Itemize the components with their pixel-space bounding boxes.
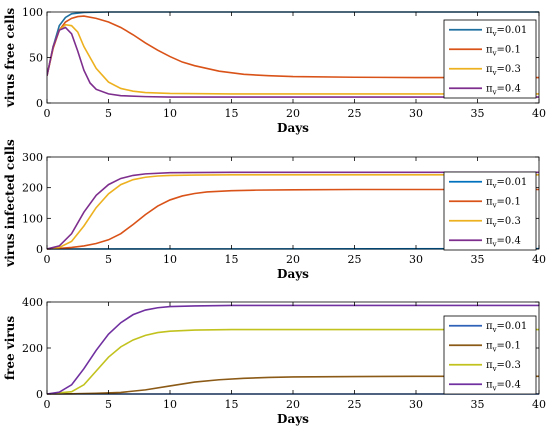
series-line-2 — [47, 188, 539, 250]
x-tick-label: 15 — [225, 107, 239, 120]
x-axis-label: Days — [277, 121, 309, 135]
legend-box — [443, 171, 537, 251]
x-tick-label: 30 — [409, 107, 423, 120]
y-axis-label: free virus — [3, 316, 17, 381]
series-line-4 — [47, 26, 539, 98]
x-tick-label: 25 — [348, 398, 362, 411]
series-line-3 — [47, 173, 539, 250]
x-tick-label: 40 — [532, 253, 546, 266]
legend: πv=0.01 πv=0.1 πv=0.3 πv=0.4 — [443, 171, 537, 251]
x-tick-label: 0 — [44, 253, 51, 266]
chart-panel-2: 0 5 10 15 20 25 30 35 40 0 100 200 300 Days virus infe… — [3, 139, 546, 281]
x-tick-label: 0 — [44, 107, 51, 120]
series-line-4 — [47, 171, 539, 250]
legend-label: πv=0.3 — [486, 64, 521, 77]
x-tick-label: 20 — [286, 398, 300, 411]
y-tick-label: 100 — [22, 212, 43, 225]
x-tick-label: 10 — [163, 107, 177, 120]
x-tick-label: 5 — [105, 253, 112, 266]
legend-label: πv=0.1 — [486, 44, 521, 57]
legend-label: πv=0.1 — [486, 196, 521, 209]
x-tick-label: 20 — [286, 253, 300, 266]
x-tick-label: 15 — [225, 253, 239, 266]
y-tick-label: 0 — [36, 97, 43, 110]
y-tick-label: 400 — [22, 296, 43, 309]
legend-label: πv=0.4 — [486, 379, 521, 392]
legend-label: πv=0.3 — [486, 216, 521, 229]
x-axis-label: Days — [277, 412, 309, 426]
x-tick-label: 30 — [409, 253, 423, 266]
x-tick-label: 0 — [44, 398, 51, 411]
x-tick-label: 10 — [163, 253, 177, 266]
legend-label: πv=0.4 — [486, 83, 521, 96]
x-tick-label: 25 — [348, 107, 362, 120]
x-tick-label: 35 — [471, 398, 485, 411]
series-line-4 — [47, 304, 539, 395]
x-tick-label: 35 — [471, 107, 485, 120]
chart-panel-1: 0 5 10 15 20 25 30 35 40 0 50 100 Days virus free cel… — [3, 6, 546, 135]
x-tick-label: 30 — [409, 398, 423, 411]
legend-label: πv=0.3 — [486, 360, 521, 373]
y-tick-label: 200 — [22, 342, 43, 355]
y-tick-label: 100 — [22, 6, 43, 19]
series-line-3 — [47, 23, 539, 95]
series-line-2 — [47, 15, 539, 79]
series-line-3 — [47, 328, 539, 395]
legend: πv=0.01 πv=0.1 πv=0.3 πv=0.4 — [443, 19, 537, 99]
y-tick-label: 0 — [36, 243, 43, 256]
x-tick-label: 40 — [532, 107, 546, 120]
y-axis-label: virus infected cells — [3, 139, 17, 268]
legend-label: πv=0.4 — [486, 235, 521, 248]
legend-label: πv=0.1 — [486, 340, 521, 353]
x-tick-label: 10 — [163, 398, 177, 411]
x-tick-label: 20 — [286, 107, 300, 120]
y-tick-label: 200 — [22, 182, 43, 195]
legend: πv=0.01 πv=0.1 πv=0.3 πv=0.4 — [443, 315, 537, 395]
series-line-2 — [47, 375, 539, 395]
legend-label: πv=0.01 — [486, 177, 527, 190]
x-tick-label: 15 — [225, 398, 239, 411]
y-tick-label: 0 — [36, 388, 43, 401]
legend-box — [443, 19, 537, 99]
x-tick-label: 5 — [105, 107, 112, 120]
y-tick-label: 50 — [29, 52, 43, 65]
x-tick-label: 40 — [532, 398, 546, 411]
legend-label: πv=0.01 — [486, 25, 527, 38]
x-tick-label: 25 — [348, 253, 362, 266]
legend-box — [443, 315, 537, 395]
y-axis-label: virus free cells — [3, 8, 17, 109]
x-axis-label: Days — [277, 267, 309, 281]
x-tick-label: 35 — [471, 253, 485, 266]
x-tick-label: 5 — [105, 398, 112, 411]
legend-label: πv=0.01 — [486, 321, 527, 334]
y-tick-label: 300 — [22, 151, 43, 164]
